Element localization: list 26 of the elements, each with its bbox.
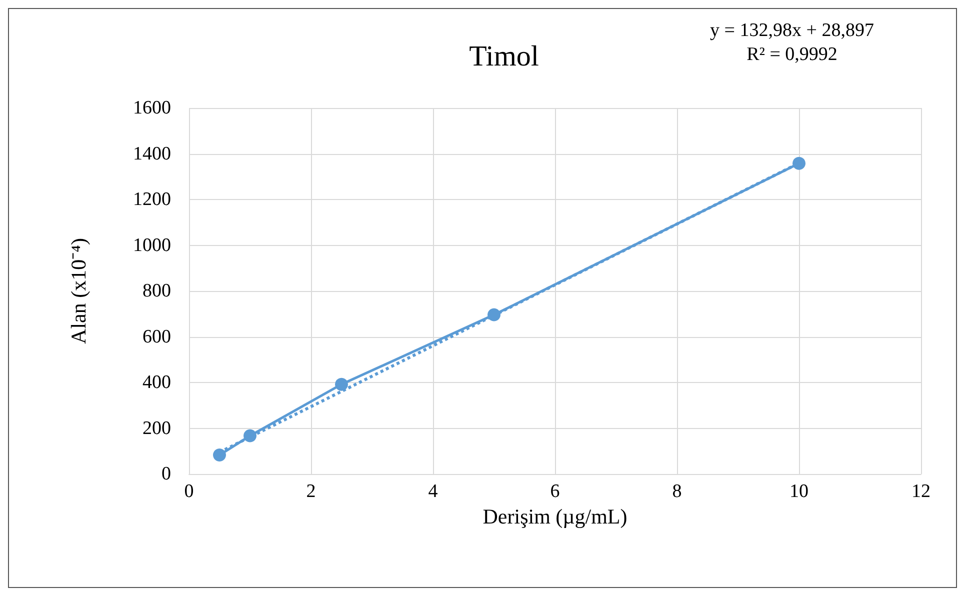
y-tick-label: 1000 (133, 234, 171, 256)
y-tick-label: 1600 (133, 98, 171, 118)
x-tick-label: 2 (306, 481, 316, 502)
point (213, 448, 226, 462)
x-tick-label: 0 (184, 481, 194, 502)
text: y = 132,98x + 28,897 (710, 20, 874, 41)
text: R² = 0,9992 (746, 44, 838, 65)
point (792, 156, 806, 170)
x-tick-label: 8 (672, 481, 682, 502)
y-tick-label: 0 (162, 464, 171, 484)
x-tick-label: 10 (790, 481, 808, 502)
y-tick-label: 800 (142, 280, 171, 302)
point (335, 378, 348, 391)
chart-title: Timol (469, 40, 539, 72)
x-tick-label: 12 (912, 481, 930, 502)
y-tick-label: 1200 (133, 189, 171, 210)
point (244, 429, 256, 442)
y-tick-label: 200 (142, 418, 171, 439)
y-axis-title: Alan (x10⁻⁴) (66, 238, 90, 344)
y-tick-label: 1400 (133, 143, 171, 164)
x-tick-label: 6 (550, 481, 560, 502)
point (488, 308, 500, 322)
x-tick-label: 4 (428, 481, 438, 502)
x-axis-title: Derişim (µg/mL) (482, 504, 628, 528)
y-tick-label: 400 (142, 372, 171, 393)
y-tick-label: 600 (142, 326, 171, 348)
